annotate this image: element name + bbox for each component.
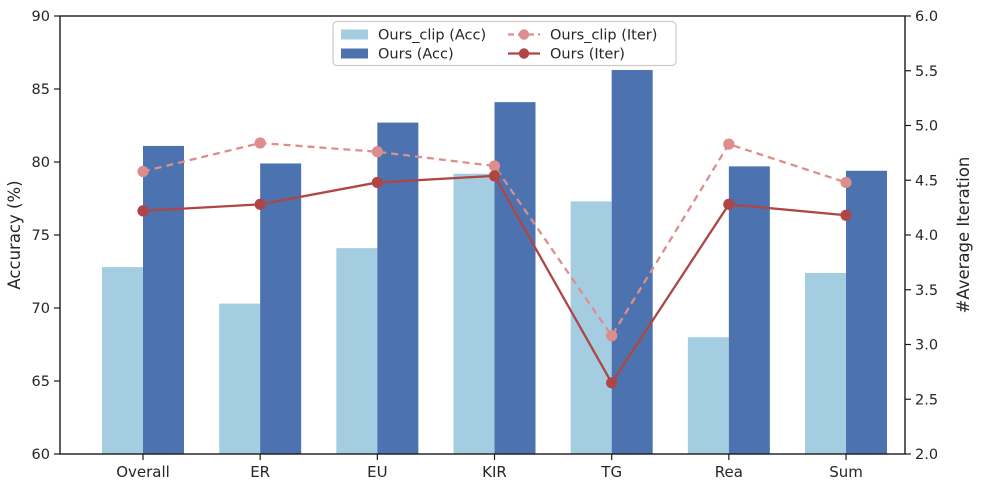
marker-Ours_clip (Iter)-Rea [723, 138, 735, 150]
category-label: Sum [829, 463, 863, 481]
bar-Ours_clip (Acc)-TG [570, 201, 612, 454]
right-tick-label: 5.5 [915, 64, 938, 80]
right-tick-label: 3.0 [915, 338, 938, 354]
legend: Ours_clip (Acc) Ours (Acc) Ours_clip (Iter… [332, 20, 677, 67]
bar-series-1 [143, 70, 888, 455]
bar-Ours (Acc)-ER [260, 163, 302, 454]
right-tick-label: 2.0 [915, 447, 938, 463]
marker-Ours (Iter)-Overall [137, 205, 149, 217]
category-label: Overall [116, 463, 170, 481]
legend-label: Ours (Iter) [550, 47, 625, 63]
marker-Ours (Iter)-Sum [840, 209, 852, 221]
category-label: KIR [482, 463, 507, 481]
legend-marker-Ours (Iter) [518, 48, 530, 59]
marker-Ours_clip (Iter)-EU [371, 146, 383, 158]
category-label: TG [600, 463, 622, 481]
line-series-0 [137, 137, 852, 342]
marker-Ours_clip (Iter)-ER [254, 137, 266, 149]
bar-Ours (Acc)-Rea [728, 166, 770, 454]
legend-label: Ours (Acc) [378, 47, 454, 63]
right-tick-label: 2.5 [915, 392, 938, 408]
legend-box [332, 20, 677, 67]
marker-Ours_clip (Iter)-Overall [137, 165, 149, 178]
line-series-1 [137, 170, 852, 389]
left-tick-label: 75 [32, 228, 50, 244]
bar-series-0 [102, 173, 847, 454]
marker-Ours_clip (Iter)-KIR [488, 160, 501, 172]
right-tick-label: 4.0 [915, 228, 938, 244]
left-tick-label: 90 [32, 9, 50, 25]
bar-Ours (Acc)-EU [377, 122, 419, 454]
right-axis-title: #Average Iteration [954, 157, 973, 314]
legend-label: Ours_clip (Acc) [378, 28, 486, 44]
marker-Ours_clip (Iter)-TG [606, 330, 618, 342]
left-tick-label: 65 [32, 374, 50, 390]
marker-Ours (Iter)-ER [254, 198, 266, 210]
bar-Ours_clip (Acc)-EU [336, 248, 378, 454]
bar-Ours (Acc)-KIR [494, 102, 536, 454]
left-tick-label: 60 [32, 447, 50, 463]
bar-Ours_clip (Acc)-Overall [102, 267, 143, 454]
bar-Ours (Acc)-TG [611, 70, 653, 455]
legend-marker-Ours_clip (Iter) [518, 29, 530, 40]
bar-Ours (Acc)-Sum [846, 170, 888, 454]
plot-spines [59, 15, 906, 455]
category-label: ER [250, 463, 270, 481]
bar-Ours (Acc)-Overall [143, 145, 184, 454]
marker-Ours (Iter)-Rea [723, 198, 735, 210]
right-tick-label: 5.0 [915, 119, 938, 135]
right-tick-label: 3.5 [915, 283, 938, 299]
left-axis-title: Accuracy (%) [5, 180, 24, 289]
legend-label: Ours_clip (Iter) [550, 28, 657, 44]
left-tick-label: 80 [32, 155, 50, 171]
right-tick-label: 4.5 [915, 173, 938, 189]
legend-swatch-Ours_clip (Acc) [341, 29, 368, 40]
bar-Ours_clip (Acc)-ER [219, 303, 261, 454]
marker-Ours (Iter)-EU [371, 176, 383, 189]
left-tick-label: 85 [32, 82, 50, 98]
bar-Ours_clip (Acc)-KIR [453, 173, 495, 454]
bar-Ours_clip (Acc)-Rea [687, 337, 729, 454]
left-tick-label: 70 [32, 301, 50, 317]
bar-Ours_clip (Acc)-Sum [805, 272, 847, 454]
right-tick-label: 6.0 [915, 9, 938, 25]
marker-Ours (Iter)-KIR [488, 170, 501, 182]
marker-Ours_clip (Iter)-Sum [840, 176, 852, 189]
legend-swatch-Ours (Acc) [341, 48, 368, 59]
category-label: Rea [715, 463, 743, 481]
marker-Ours (Iter)-TG [606, 377, 618, 389]
category-label: EU [367, 463, 387, 481]
